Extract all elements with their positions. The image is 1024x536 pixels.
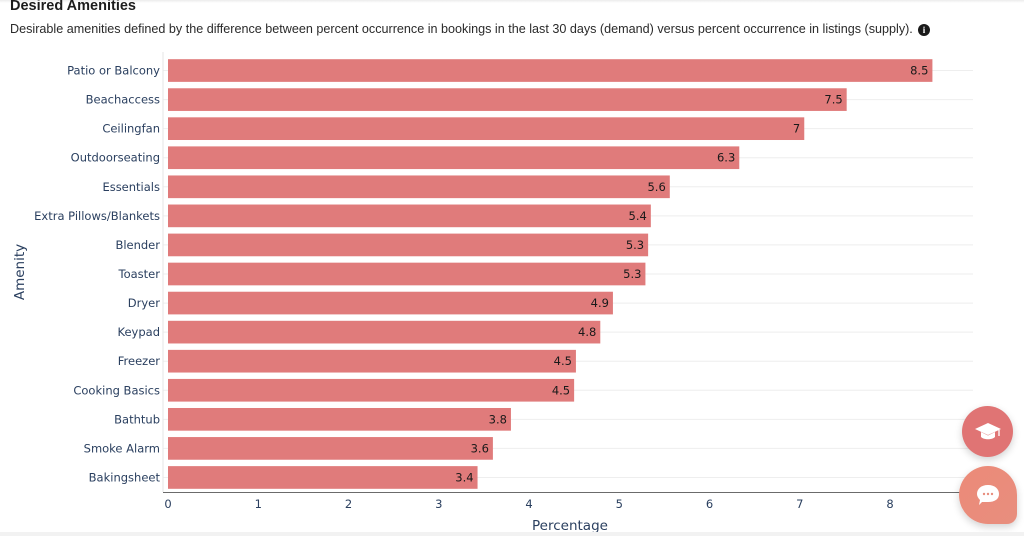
data-label: 4.5	[552, 383, 570, 397]
data-label: 5.4	[629, 209, 647, 223]
data-label: 3.6	[471, 441, 489, 455]
bar[interactable]	[168, 117, 805, 141]
x-tick-label: 2	[345, 497, 352, 511]
data-label: 3.8	[489, 412, 507, 426]
y-tick-label: Cooking Basics	[73, 383, 160, 397]
y-tick-label: Blender	[115, 238, 160, 252]
x-tick-label: 0	[164, 497, 171, 511]
data-label: 4.9	[591, 296, 609, 310]
y-tick-label: Smoke Alarm	[84, 441, 160, 455]
x-tick-labels: 0 1 2 3 4 5 6 7 8	[164, 497, 893, 511]
bar[interactable]	[168, 262, 646, 286]
x-tick-label: 5	[616, 497, 623, 511]
data-label: 5.6	[647, 180, 665, 194]
data-label: 6.3	[717, 151, 735, 165]
data-label: 5.3	[623, 267, 641, 281]
x-tick-label: 8	[886, 497, 893, 511]
y-axis-title: Amenity	[12, 244, 28, 300]
chat-bubble-icon	[977, 485, 999, 505]
y-tick-label: Freezer	[118, 354, 161, 368]
y-tick-label: Keypad	[118, 325, 161, 339]
y-tick-label: Outdoorseating	[71, 151, 160, 165]
y-tick-label: Bakingsheet	[89, 470, 161, 484]
x-tick-label: 3	[435, 497, 442, 511]
bar[interactable]	[168, 146, 740, 170]
x-tick-label: 4	[525, 497, 532, 511]
bar[interactable]	[168, 320, 601, 344]
y-tick-label: Patio or Balcony	[67, 64, 160, 78]
bar[interactable]	[168, 59, 933, 82]
top-shadow	[0, 0, 1024, 3]
bar[interactable]	[168, 233, 649, 257]
y-tick-label: Bathtub	[114, 412, 160, 426]
x-tick-label: 7	[796, 497, 803, 511]
x-tick-label: 6	[706, 497, 713, 511]
y-tick-label: Ceilingfan	[102, 122, 160, 136]
graduation-cap-icon	[974, 422, 1001, 439]
bar[interactable]	[168, 291, 613, 315]
data-label: 3.4	[455, 470, 473, 484]
y-tick-label: Beachaccess	[86, 93, 160, 107]
data-labels: 8.5 7.5 7 6.3 5.6 5.4 5.3 5.3 4.9 4.8 4.5 4.5 3.8 3.6…	[455, 64, 928, 485]
bar[interactable]	[168, 378, 575, 402]
y-tick-label: Toaster	[118, 267, 161, 281]
page-title: Desired Amenities	[10, 0, 136, 14]
bar[interactable]	[168, 204, 651, 228]
bar[interactable]	[168, 437, 493, 460]
data-label: 4.8	[578, 325, 596, 339]
data-label: 4.5	[554, 354, 572, 368]
chat-button[interactable]	[959, 466, 1017, 524]
bottom-strip	[0, 532, 1024, 536]
bar[interactable]	[168, 466, 478, 489]
y-tick-label: Extra Pillows/Blankets	[34, 209, 160, 223]
bar[interactable]	[168, 88, 847, 111]
data-label: 7.5	[824, 93, 842, 107]
y-tick-labels: Patio or Balcony Beachaccess Ceilingfan Out…	[34, 64, 160, 485]
data-label: 7	[793, 122, 800, 136]
y-tick-label: Dryer	[128, 296, 160, 310]
bar[interactable]	[168, 349, 576, 373]
x-tick-label: 1	[255, 497, 262, 511]
bars	[168, 59, 933, 489]
bar[interactable]	[168, 407, 511, 431]
data-label: 5.3	[626, 238, 644, 252]
data-label: 8.5	[910, 64, 928, 78]
x-axis-title: Percentage	[532, 518, 608, 534]
y-tick-label: Essentials	[102, 180, 160, 194]
info-icon[interactable]: i	[918, 24, 930, 36]
bar[interactable]	[168, 175, 670, 199]
learn-button[interactable]	[962, 406, 1013, 457]
chart-description: Desirable amenities defined by the diffe…	[10, 22, 913, 36]
